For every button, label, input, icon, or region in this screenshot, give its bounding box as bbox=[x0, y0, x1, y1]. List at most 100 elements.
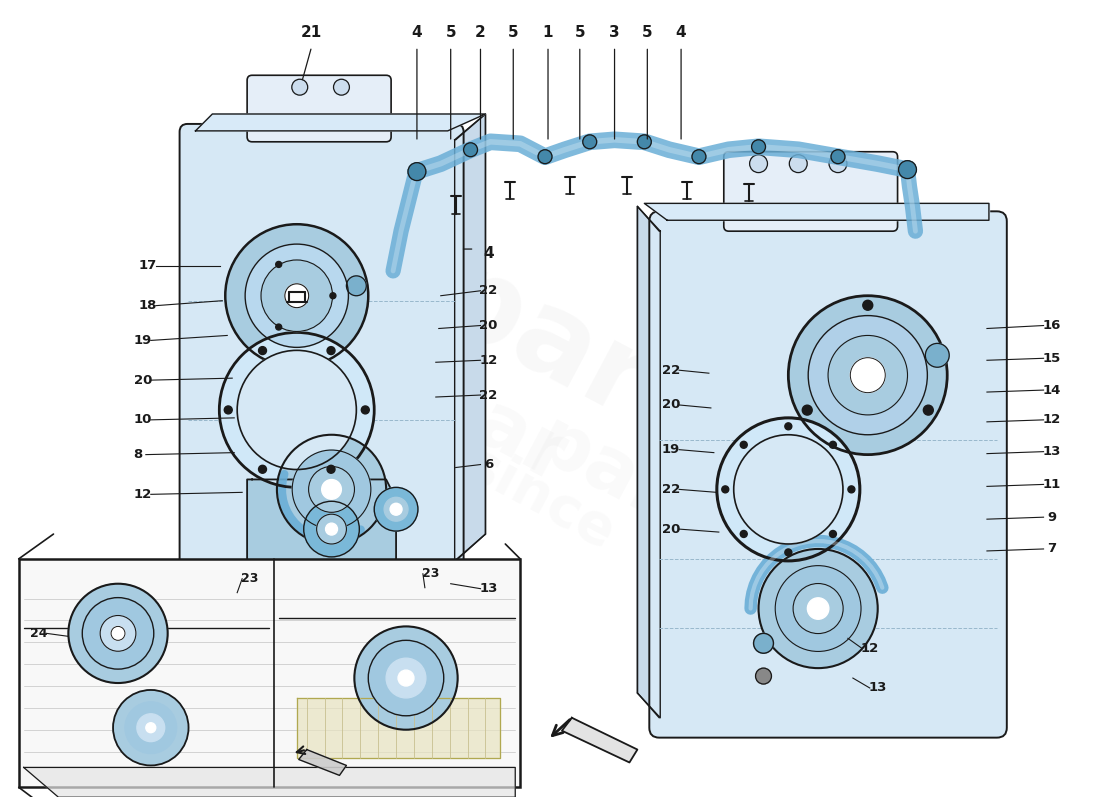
Text: 5: 5 bbox=[642, 25, 652, 40]
Polygon shape bbox=[299, 750, 346, 775]
Circle shape bbox=[68, 584, 167, 683]
Polygon shape bbox=[24, 767, 515, 798]
Circle shape bbox=[829, 442, 836, 448]
Circle shape bbox=[828, 335, 907, 415]
Text: car: car bbox=[424, 366, 578, 494]
Polygon shape bbox=[454, 114, 485, 561]
Polygon shape bbox=[248, 479, 396, 569]
Circle shape bbox=[802, 405, 812, 415]
Text: 14: 14 bbox=[1043, 383, 1060, 397]
Circle shape bbox=[276, 262, 282, 267]
Text: 19: 19 bbox=[662, 443, 680, 456]
Text: 20: 20 bbox=[662, 398, 680, 411]
Circle shape bbox=[463, 142, 477, 157]
Circle shape bbox=[717, 418, 860, 561]
Text: part: part bbox=[522, 405, 716, 554]
Text: 18: 18 bbox=[139, 299, 157, 312]
Text: 15: 15 bbox=[1043, 352, 1060, 365]
Circle shape bbox=[829, 530, 836, 538]
Circle shape bbox=[346, 276, 366, 296]
Text: 20: 20 bbox=[662, 522, 680, 535]
Circle shape bbox=[734, 434, 843, 544]
Text: 4: 4 bbox=[483, 246, 494, 261]
Circle shape bbox=[361, 406, 370, 414]
Text: 7: 7 bbox=[1047, 542, 1056, 555]
Circle shape bbox=[807, 598, 829, 619]
Circle shape bbox=[583, 135, 596, 149]
Text: 13: 13 bbox=[869, 682, 887, 694]
Circle shape bbox=[923, 405, 933, 415]
Text: 3: 3 bbox=[609, 25, 620, 40]
Text: spares: spares bbox=[358, 206, 802, 515]
Circle shape bbox=[327, 346, 336, 354]
Circle shape bbox=[749, 154, 768, 173]
Circle shape bbox=[258, 346, 266, 354]
Text: 19: 19 bbox=[134, 334, 152, 347]
Circle shape bbox=[538, 150, 552, 164]
Circle shape bbox=[146, 722, 156, 733]
Circle shape bbox=[82, 598, 154, 669]
Text: 5: 5 bbox=[446, 25, 456, 40]
Circle shape bbox=[740, 442, 747, 448]
Text: 4: 4 bbox=[411, 25, 422, 40]
Text: 23: 23 bbox=[422, 567, 440, 580]
FancyBboxPatch shape bbox=[19, 559, 520, 787]
Polygon shape bbox=[562, 718, 637, 762]
Circle shape bbox=[261, 260, 332, 331]
Circle shape bbox=[850, 358, 886, 393]
Circle shape bbox=[390, 503, 402, 515]
Text: 5: 5 bbox=[508, 25, 518, 40]
Text: 2: 2 bbox=[475, 25, 486, 40]
Text: 8: 8 bbox=[133, 448, 143, 461]
Circle shape bbox=[637, 135, 651, 149]
Circle shape bbox=[790, 154, 807, 173]
Circle shape bbox=[899, 161, 916, 178]
Text: 1: 1 bbox=[542, 25, 553, 40]
Text: 22: 22 bbox=[480, 284, 497, 298]
Circle shape bbox=[785, 549, 792, 556]
Circle shape bbox=[285, 284, 309, 308]
Circle shape bbox=[756, 668, 771, 684]
Circle shape bbox=[692, 150, 706, 164]
Text: 20: 20 bbox=[480, 319, 497, 332]
Text: 23: 23 bbox=[241, 572, 258, 586]
Circle shape bbox=[113, 690, 188, 766]
Circle shape bbox=[386, 658, 426, 698]
Text: 12: 12 bbox=[480, 354, 497, 366]
Circle shape bbox=[293, 450, 371, 529]
Circle shape bbox=[829, 154, 847, 173]
Text: 24: 24 bbox=[30, 627, 47, 640]
Text: 22: 22 bbox=[662, 364, 680, 377]
Text: 17: 17 bbox=[139, 259, 157, 273]
Circle shape bbox=[789, 296, 947, 454]
FancyBboxPatch shape bbox=[179, 124, 463, 577]
Circle shape bbox=[384, 498, 408, 521]
Circle shape bbox=[224, 406, 232, 414]
Circle shape bbox=[276, 324, 282, 330]
Circle shape bbox=[830, 150, 845, 164]
Circle shape bbox=[111, 626, 125, 640]
Circle shape bbox=[808, 315, 927, 434]
Circle shape bbox=[368, 640, 443, 716]
Circle shape bbox=[277, 434, 386, 544]
Circle shape bbox=[219, 333, 374, 487]
Circle shape bbox=[398, 670, 414, 686]
Circle shape bbox=[751, 140, 766, 154]
Circle shape bbox=[776, 566, 861, 651]
Circle shape bbox=[754, 634, 773, 654]
Circle shape bbox=[330, 293, 336, 298]
Circle shape bbox=[321, 479, 341, 499]
Text: 13: 13 bbox=[1043, 445, 1060, 458]
FancyBboxPatch shape bbox=[649, 211, 1006, 738]
Circle shape bbox=[374, 487, 418, 531]
Circle shape bbox=[226, 224, 368, 367]
Circle shape bbox=[848, 486, 855, 493]
Text: 13: 13 bbox=[480, 582, 497, 595]
Circle shape bbox=[309, 466, 354, 512]
Circle shape bbox=[408, 162, 426, 181]
Circle shape bbox=[793, 583, 843, 634]
Circle shape bbox=[245, 244, 349, 347]
FancyBboxPatch shape bbox=[248, 75, 392, 142]
FancyBboxPatch shape bbox=[724, 152, 898, 231]
Circle shape bbox=[125, 702, 177, 754]
